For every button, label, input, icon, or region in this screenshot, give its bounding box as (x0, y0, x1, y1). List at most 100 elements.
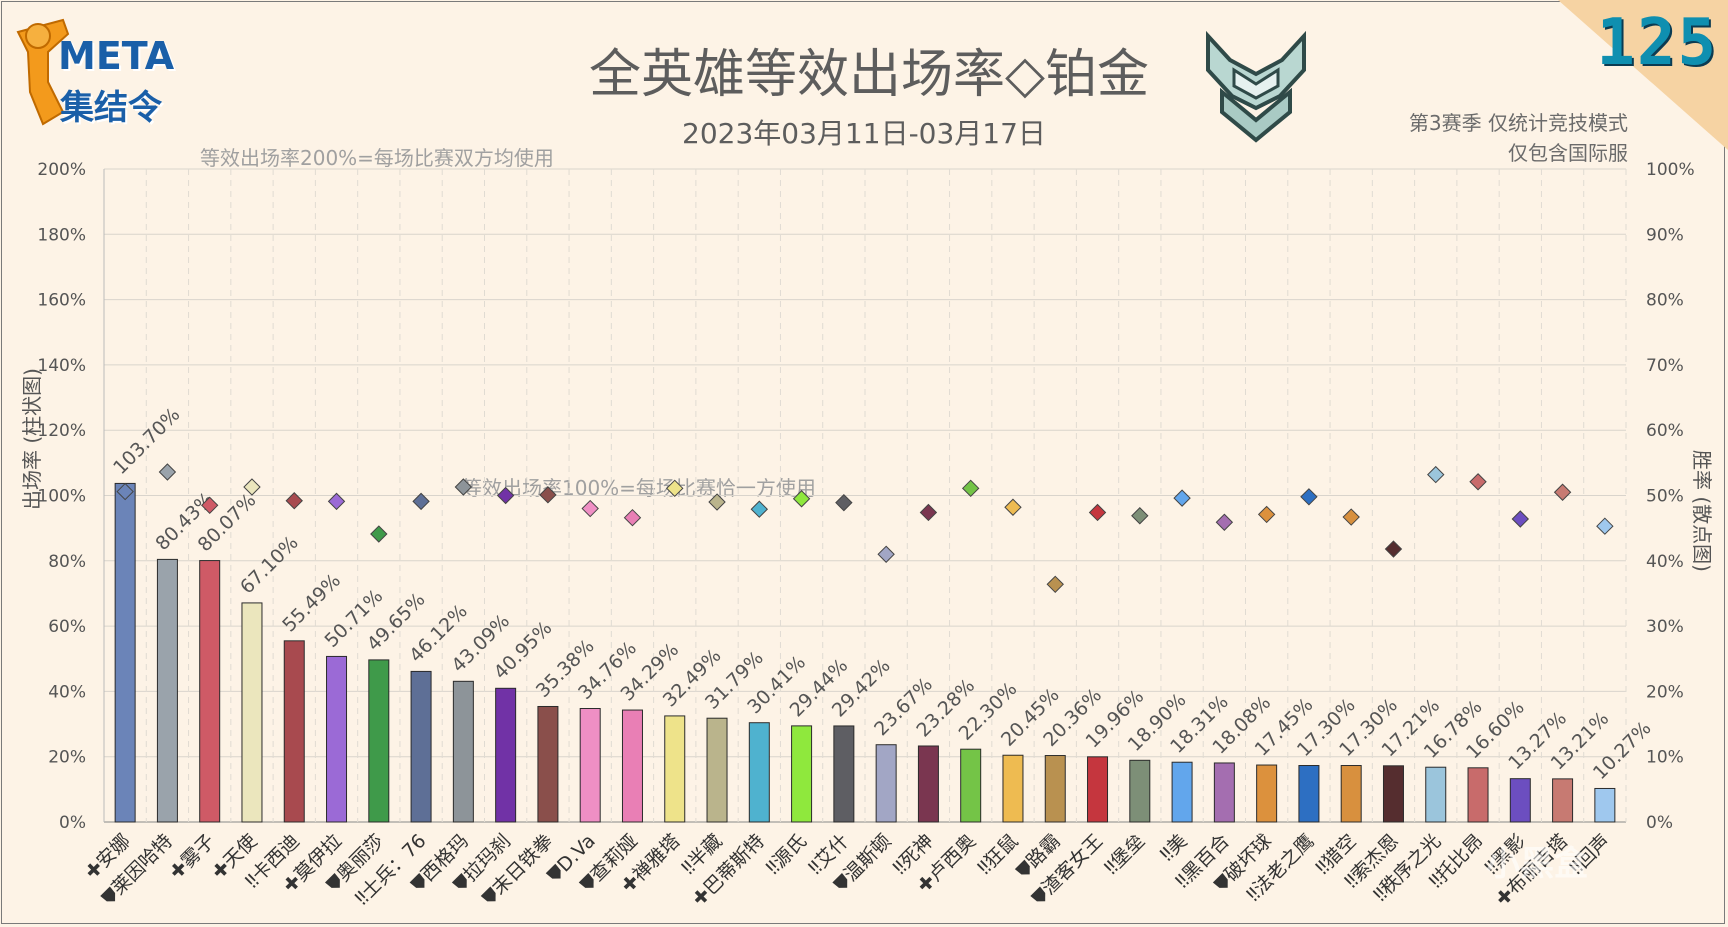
bar-value-label: 67.10% (236, 532, 303, 599)
win-rate-point (370, 525, 388, 543)
win-rate-point (581, 499, 599, 518)
bar-value-label: 103.70% (109, 404, 184, 479)
win-rate-point (1131, 507, 1149, 525)
win-rate-point (243, 478, 261, 496)
logo-line-1: META (58, 34, 175, 78)
y-tick-label-right: 40% (1646, 552, 1684, 572)
bar (1002, 754, 1024, 823)
bar (748, 722, 770, 823)
win-rate-point (1173, 489, 1191, 507)
bar (1340, 765, 1362, 823)
y-tick-label-left: 80% (48, 552, 86, 572)
y-tick-label-left: 40% (48, 682, 86, 702)
y-tick-label-right: 20% (1646, 682, 1684, 702)
win-rate-point (1553, 483, 1572, 501)
bar (706, 717, 728, 823)
y-tick-label-left: 120% (37, 421, 86, 441)
bar (833, 725, 855, 823)
win-rate-point (539, 486, 557, 504)
win-rate-point (1300, 488, 1318, 506)
bar (579, 708, 601, 823)
chart-title: 全英雄等效出场率◇铂金 (589, 45, 1149, 105)
y-tick-label-right: 70% (1646, 356, 1684, 376)
bar (1298, 765, 1320, 823)
bar (156, 558, 178, 823)
bar (1213, 762, 1235, 823)
bar (621, 709, 643, 823)
platinum-rank-badge (1200, 30, 1312, 149)
win-rate-point (877, 545, 895, 563)
win-rate-point (1004, 498, 1022, 516)
bar (1256, 764, 1278, 823)
win-rate-point (496, 486, 515, 505)
win-rate-point (285, 492, 303, 510)
category-label: ‼堡垒 (1100, 830, 1149, 879)
season-note-line-1: 第3赛季 仅统计竞技模式 (1408, 111, 1628, 135)
category-label: ‼美 (1156, 830, 1192, 866)
win-rate-point (412, 492, 430, 511)
season-note: 第3赛季 仅统计竞技模式 仅包含国际服 (1409, 108, 1628, 168)
bar (1425, 766, 1447, 823)
win-rate-point (1342, 508, 1360, 526)
y-tick-label-left: 180% (37, 225, 86, 245)
bar (791, 725, 813, 823)
win-rate-point (1469, 473, 1487, 491)
bar (1509, 778, 1531, 823)
note-200-percent: 等效出场率200%=每场比赛双方均使用 (200, 146, 554, 170)
bar (1044, 755, 1066, 823)
category-label: ✚雾子 (166, 830, 220, 884)
bar (452, 680, 474, 823)
bar (875, 744, 897, 823)
win-rate-point (1046, 575, 1064, 594)
win-rate-point (961, 479, 980, 498)
season-note-line-2: 仅包含国际服 (1508, 141, 1628, 165)
bar (1171, 761, 1193, 823)
y-tick-label-left: 100% (37, 487, 86, 507)
win-rate-point (1511, 510, 1530, 528)
bar (917, 745, 939, 823)
bar (495, 687, 517, 823)
win-rate-point (1384, 540, 1403, 558)
bar (326, 655, 348, 823)
win-rate-point (116, 482, 134, 501)
win-rate-point (1257, 505, 1276, 524)
win-rate-point (623, 508, 642, 527)
win-rate-point (666, 479, 684, 498)
bar (537, 705, 559, 823)
win-rate-point (1088, 503, 1107, 522)
y-tick-label-right: 10% (1646, 748, 1684, 768)
y-tick-label-right: 0% (1646, 813, 1673, 833)
win-rate-point (1427, 465, 1445, 484)
y-tick-label-right: 100% (1646, 160, 1695, 180)
y-tick-label-left: 160% (37, 291, 86, 311)
y-tick-label-right: 80% (1646, 291, 1684, 311)
watermark: 小黑盒 (1486, 844, 1588, 884)
bar (960, 748, 982, 823)
y-tick-label-left: 140% (37, 356, 86, 376)
y-tick-label-right: 50% (1646, 487, 1684, 507)
bar (114, 482, 136, 823)
bar (1552, 778, 1574, 823)
bar (199, 560, 221, 823)
bar (1382, 765, 1404, 823)
logo-line-2: 集结令 (60, 88, 162, 128)
win-rate-point (200, 496, 219, 515)
win-rate-point (1215, 513, 1234, 531)
y-tick-label-left: 60% (48, 617, 86, 637)
bar (241, 602, 263, 823)
win-rate-point (835, 493, 853, 512)
win-rate-point (708, 493, 726, 511)
issue-number: 125 (1596, 6, 1718, 80)
y-tick-label-right: 90% (1646, 225, 1684, 245)
bar (1087, 756, 1109, 823)
bar (410, 670, 432, 823)
win-rate-point (454, 478, 473, 496)
win-rate-point (327, 492, 346, 511)
bar (1467, 767, 1489, 823)
win-rate-point (1596, 517, 1614, 535)
corner-ribbon (1558, 0, 1728, 150)
bar (664, 715, 686, 823)
bar (283, 640, 305, 823)
